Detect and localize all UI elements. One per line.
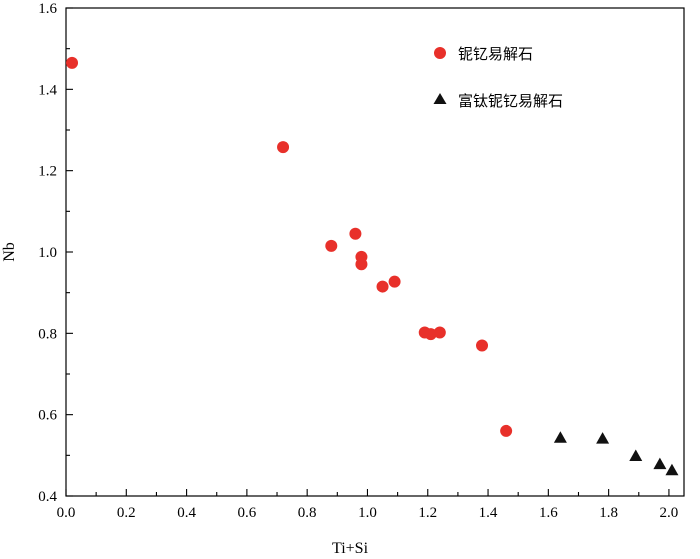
data-point-circle [424,328,437,341]
data-point-circle [349,227,362,240]
data-point-triangle [553,431,567,443]
x-tick-label: 2.0 [660,505,679,521]
data-point-circle [277,141,290,154]
x-tick-label: 1.6 [539,505,558,521]
x-tick-label: 0.0 [57,505,76,521]
y-tick-label: 1.2 [38,164,57,180]
x-tick-label: 1.8 [599,505,618,521]
x-tick-label: 0.2 [117,505,136,521]
data-point-triangle [596,432,610,444]
data-point-triangle [629,449,643,462]
y-tick-label: 1.6 [38,1,57,17]
data-points [66,56,679,476]
x-axis-label: Ti+Si [332,540,369,557]
y-tick-label: 0.6 [38,408,57,424]
y-tick-label: 1.4 [38,82,57,98]
data-point-triangle [653,457,667,470]
legend-triangle-marker [433,93,447,104]
axis-tick-labels: 0.0 0.2 0.4 0.6 0.8 1.0 1.2 1.4 1.6 1.8 2.0 0.4 0.6 0… [38,1,678,521]
x-tick-label: 0.8 [298,505,317,521]
x-tick-label: 1.2 [418,505,437,521]
legend-label-series-2: 富钛铌钇易解石 [458,92,563,110]
y-axis-label: Nb [1,242,18,262]
data-point-circle [433,326,446,339]
data-point-circle [500,424,513,437]
data-point-triangle [665,463,679,476]
data-point-circle [376,280,389,293]
x-tick-label: 0.4 [177,505,196,521]
y-tick-label: 1.0 [38,245,57,261]
data-point-circle [355,258,368,271]
legend-label-series-1: 铌钇易解石 [458,45,533,63]
plot-frame [65,7,685,497]
data-point-circle [476,339,489,352]
data-point-circle [66,56,79,69]
y-tick-label: 0.4 [38,489,57,505]
legend-circle-marker [434,47,446,59]
x-tick-label: 1.4 [479,505,498,521]
y-tick-label: 0.8 [38,326,57,342]
data-point-circle [325,239,338,252]
data-point-circle [388,275,401,288]
legend: 铌钇易解石 富钛铌钇易解石 [433,45,563,110]
x-tick-label: 1.0 [358,505,377,521]
x-tick-label: 0.6 [238,505,257,521]
axis-ticks [65,7,670,497]
